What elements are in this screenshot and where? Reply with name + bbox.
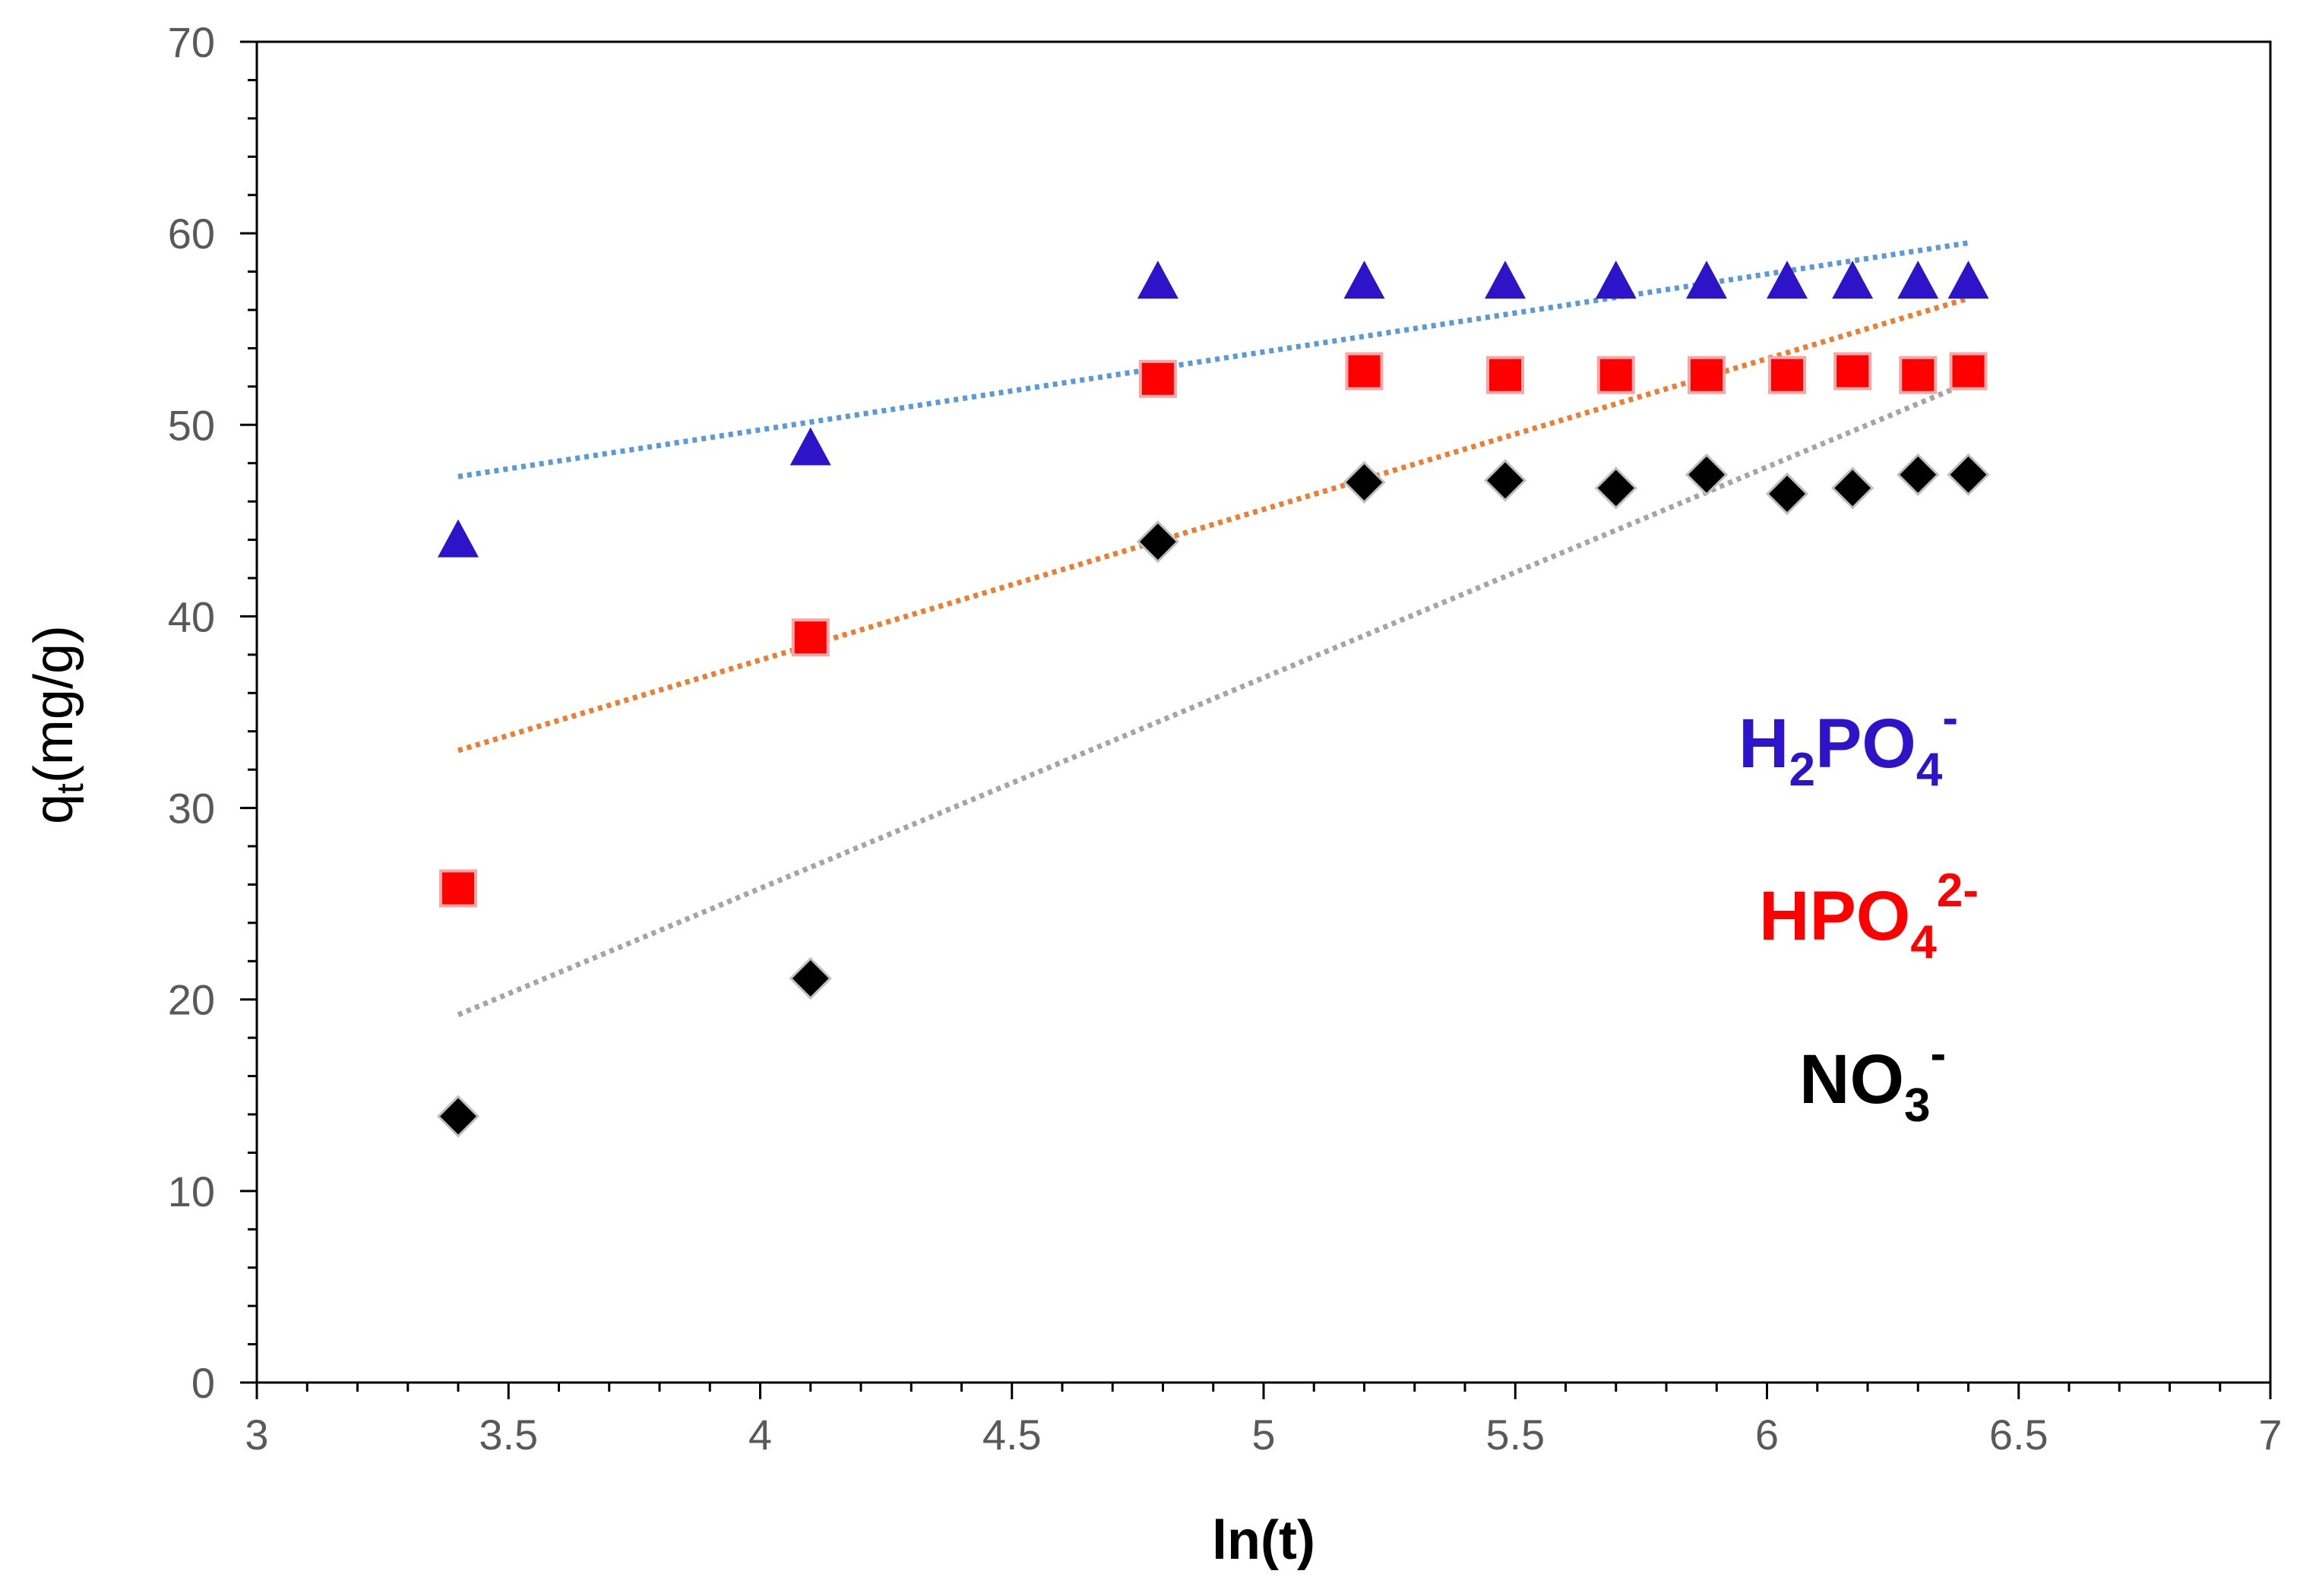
point-series-2	[1594, 466, 1637, 510]
x-axis-title: ln(t)	[1212, 1510, 1315, 1571]
legend-no3-part-3: -	[1930, 1028, 1946, 1080]
point-series-1	[1768, 356, 1806, 394]
point-series-1	[1486, 356, 1524, 394]
point-series-2	[1897, 453, 1940, 496]
trendline-series-2	[457, 380, 1969, 1018]
y-axis-ticks	[240, 40, 257, 1384]
y-tick-label: 50	[168, 401, 215, 449]
y-tick-label: 10	[168, 1168, 215, 1215]
point-series-2	[436, 1095, 480, 1138]
legend-h2po4-part-4: 4	[1916, 744, 1943, 796]
point-series-2	[1685, 453, 1729, 496]
point-series-1	[791, 618, 830, 657]
point-series-0	[789, 427, 831, 466]
point-series-2	[789, 956, 832, 1000]
x-axis-tick-labels: 3 3.5 4 4.5 5 5.5 6 6.5 7	[245, 1411, 2282, 1459]
point-series-0	[1947, 261, 1989, 299]
point-series-1	[1899, 356, 1938, 394]
y-tick-label: 40	[168, 593, 215, 640]
point-series-1	[1949, 352, 1988, 390]
point-series-2	[1947, 453, 1990, 496]
point-series-0	[1485, 261, 1526, 299]
y-axis-tick-labels: 0 10 20 30 40 50 60 70	[168, 18, 215, 1407]
point-series-1	[1833, 352, 1872, 390]
point-series-0	[1686, 261, 1727, 299]
x-tick-label: 6.5	[1989, 1411, 2048, 1459]
legend-no3-part-1: NO	[1799, 1041, 1904, 1118]
point-series-0	[1343, 261, 1385, 299]
x-tick-label: 7	[2258, 1411, 2282, 1459]
y-axis-title-main: q	[24, 794, 84, 824]
y-tick-label: 30	[168, 785, 215, 833]
x-tick-label: 5	[1251, 1411, 1275, 1459]
legend-h2po4-part-1: H	[1738, 705, 1789, 782]
x-axis-ticks	[255, 1383, 2272, 1399]
x-tick-label: 5.5	[1485, 1411, 1545, 1459]
x-tick-label: 4.5	[982, 1411, 1042, 1459]
y-tick-label: 20	[168, 976, 215, 1024]
legend-hpo4: HPO42-	[1759, 864, 1979, 969]
y-axis-title: qt(mg/g)	[24, 625, 91, 824]
y-tick-label: 70	[168, 18, 215, 66]
x-tick-label: 4	[748, 1411, 772, 1459]
legend-hpo4-part-2: 4	[1910, 916, 1937, 969]
point-series-0	[1832, 261, 1874, 299]
point-series-1	[1138, 359, 1177, 398]
point-series-2	[1136, 520, 1179, 564]
point-series-0	[1767, 261, 1808, 299]
legend-h2po4-part-5: -	[1942, 692, 1958, 744]
legend-no3: NO3-	[1799, 1028, 1946, 1132]
legend-hpo4-part-1: HPO	[1759, 877, 1910, 955]
point-series-0	[1137, 261, 1178, 299]
point-series-2	[1765, 472, 1809, 516]
point-series-2	[1343, 460, 1386, 504]
legend-h2po4-part-3: PO	[1815, 705, 1916, 782]
x-tick-label: 3.5	[479, 1411, 538, 1459]
y-tick-label: 60	[168, 210, 215, 258]
y-axis-title-unit: (mg/g)	[24, 625, 84, 783]
point-series-1	[1688, 356, 1726, 394]
trendlines	[457, 240, 1969, 1018]
legend-hpo4-part-3: 2-	[1937, 864, 1979, 917]
point-series-0	[438, 519, 479, 558]
trendline-series-0	[457, 240, 1969, 479]
point-series-0	[1595, 261, 1637, 299]
data-points	[436, 261, 1990, 1138]
legend-no3-part-2: 3	[1904, 1079, 1930, 1132]
point-series-2	[1831, 466, 1874, 510]
legend-h2po4: H2PO4-	[1738, 692, 1958, 796]
x-tick-label: 6	[1755, 1411, 1779, 1459]
y-axis-title-sub: t	[49, 783, 91, 794]
point-series-1	[1596, 356, 1635, 394]
trendline-series-1	[457, 295, 1969, 754]
point-series-0	[1897, 261, 1939, 299]
x-tick-label: 3	[245, 1411, 268, 1459]
point-series-1	[439, 869, 477, 908]
legend-h2po4-part-2: 2	[1789, 744, 1814, 796]
y-tick-label: 0	[191, 1359, 215, 1407]
point-series-1	[1345, 352, 1384, 390]
point-series-2	[1483, 459, 1527, 502]
